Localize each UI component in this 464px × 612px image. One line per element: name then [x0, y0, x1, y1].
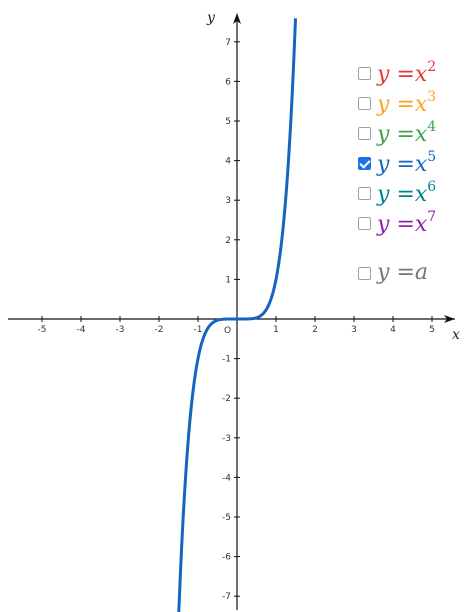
x-tick-label: 4 [390, 325, 396, 335]
legend-item-x3[interactable]: y =x3 [358, 88, 436, 118]
legend-item-x2[interactable]: y =x2 [358, 58, 436, 88]
label-constant: y =a [377, 260, 428, 285]
checkbox-constant[interactable] [358, 266, 371, 280]
y-tick-label: 7 [225, 38, 231, 48]
checkbox-x5[interactable] [358, 156, 371, 170]
label-x3: y =x3 [377, 89, 437, 117]
checkbox-x3[interactable] [358, 96, 371, 110]
y-tick-label: 3 [225, 196, 231, 206]
x-tick-label: 5 [429, 325, 435, 335]
legend-item-constant[interactable]: y =a [358, 258, 428, 288]
y-tick-label: -6 [222, 553, 231, 563]
y-tick-label: 4 [225, 157, 231, 167]
x-tick-label: 2 [312, 325, 318, 335]
y-tick-label: -1 [222, 355, 231, 365]
x-tick-label: 3 [351, 325, 357, 335]
label-x4: y =x4 [377, 119, 437, 147]
legend-item-x7[interactable]: y =x7 [358, 208, 436, 238]
y-tick-label: -5 [222, 513, 231, 523]
y-tick-label: 2 [225, 236, 231, 246]
x-tick-label: -5 [38, 325, 47, 335]
label-x7: y =x7 [377, 209, 437, 237]
checkbox-x6[interactable] [358, 186, 371, 200]
y-axis-label: y [206, 10, 216, 26]
legend-item-x4[interactable]: y =x4 [358, 118, 436, 148]
checkbox-x7[interactable] [358, 216, 371, 230]
label-x2: y =x2 [377, 59, 437, 87]
y-tick-label: -3 [222, 434, 231, 444]
x-tick-label: 1 [273, 325, 279, 335]
y-tick-label: -4 [222, 473, 231, 483]
y-tick-label: -7 [222, 592, 231, 602]
curve-x5 [177, 18, 297, 612]
x-tick-label: -4 [77, 325, 86, 335]
label-x6: y =x6 [377, 179, 437, 207]
tick-marks: -5 -4 -3 -2 -1 1 2 3 4 5 7 6 5 4 3 2 1 -1 -2 -3 -4 -5 -6 -7 [38, 38, 435, 602]
y-tick-label: 5 [225, 117, 231, 127]
checkbox-x2[interactable] [358, 66, 371, 80]
legend-item-x5[interactable]: y =x5 [358, 148, 436, 178]
x-tick-label: -2 [155, 325, 164, 335]
x-tick-label: -3 [116, 325, 125, 335]
y-tick-label: -2 [222, 394, 231, 404]
origin-label: O [224, 326, 231, 336]
checkbox-x4[interactable] [358, 126, 371, 140]
y-axis-arrow [233, 13, 241, 24]
y-tick-label: 1 [225, 275, 231, 285]
x-tick-label: -1 [194, 325, 203, 335]
x-axis-label: x [452, 327, 460, 343]
y-tick-label: 6 [225, 77, 231, 87]
legend-item-x6[interactable]: y =x6 [358, 178, 436, 208]
x-axis-arrow [444, 315, 455, 323]
label-x5: y =x5 [377, 149, 437, 177]
